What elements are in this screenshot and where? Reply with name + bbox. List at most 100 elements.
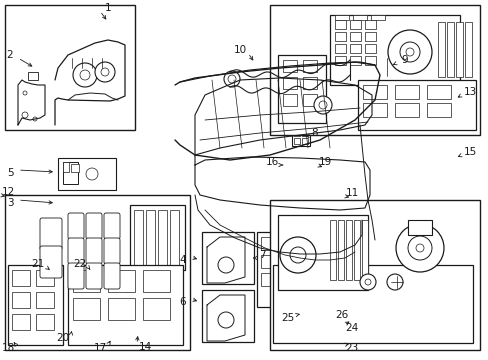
Text: 20: 20 xyxy=(56,333,69,343)
Bar xyxy=(202,232,253,284)
Text: 3: 3 xyxy=(7,198,13,208)
Bar xyxy=(303,60,316,72)
Bar xyxy=(353,220,359,280)
Circle shape xyxy=(227,75,236,83)
Bar xyxy=(63,162,69,172)
Circle shape xyxy=(73,63,97,87)
Bar xyxy=(362,103,386,117)
Bar xyxy=(261,273,281,286)
FancyBboxPatch shape xyxy=(68,263,84,289)
Bar xyxy=(374,58,396,76)
Bar xyxy=(334,44,346,53)
Bar xyxy=(71,164,79,172)
Bar xyxy=(362,85,386,99)
Bar xyxy=(12,292,30,308)
FancyBboxPatch shape xyxy=(104,263,120,289)
Circle shape xyxy=(313,96,331,114)
Text: 6: 6 xyxy=(179,297,186,307)
Bar xyxy=(303,94,316,106)
Bar xyxy=(5,195,190,350)
Text: 8: 8 xyxy=(311,128,318,138)
Text: 4: 4 xyxy=(179,255,186,265)
Bar xyxy=(364,20,375,29)
Text: 17: 17 xyxy=(93,343,106,353)
Bar xyxy=(63,202,78,224)
Bar xyxy=(269,200,479,350)
Bar xyxy=(272,265,472,343)
Bar xyxy=(302,130,307,136)
Bar xyxy=(361,220,367,280)
Bar xyxy=(407,220,431,235)
Bar xyxy=(278,215,367,290)
Bar xyxy=(364,56,375,65)
Bar xyxy=(36,292,54,308)
Text: 22: 22 xyxy=(73,259,86,269)
Circle shape xyxy=(218,257,234,273)
Bar xyxy=(142,298,170,320)
FancyBboxPatch shape xyxy=(68,238,84,264)
Bar xyxy=(303,77,316,89)
Bar xyxy=(257,232,316,307)
Bar xyxy=(364,44,375,53)
Bar xyxy=(286,255,306,268)
Bar xyxy=(170,210,179,265)
Circle shape xyxy=(387,30,431,74)
Text: 11: 11 xyxy=(345,188,358,198)
Circle shape xyxy=(318,101,326,109)
Bar xyxy=(437,22,444,77)
Circle shape xyxy=(415,244,423,252)
Bar xyxy=(36,270,54,286)
Bar xyxy=(202,290,253,342)
Text: 15: 15 xyxy=(463,147,476,157)
Circle shape xyxy=(364,279,370,285)
Bar xyxy=(376,69,384,74)
Bar xyxy=(278,55,325,123)
Bar xyxy=(334,56,346,65)
FancyBboxPatch shape xyxy=(104,238,120,264)
Bar xyxy=(364,32,375,41)
Circle shape xyxy=(101,68,109,76)
Bar xyxy=(283,60,296,72)
Bar xyxy=(12,314,30,330)
Circle shape xyxy=(22,112,28,118)
Text: 23: 23 xyxy=(345,343,358,353)
Text: 25: 25 xyxy=(281,313,294,323)
Text: 14: 14 xyxy=(138,342,151,352)
Circle shape xyxy=(405,48,413,56)
Bar xyxy=(108,270,135,292)
Bar xyxy=(302,138,307,144)
Bar xyxy=(455,22,462,77)
FancyBboxPatch shape xyxy=(86,213,102,239)
Bar xyxy=(146,210,155,265)
Bar xyxy=(329,220,335,280)
Bar xyxy=(36,314,54,330)
Bar xyxy=(5,5,135,130)
Bar xyxy=(352,15,366,20)
Circle shape xyxy=(386,274,402,290)
Bar xyxy=(334,15,348,20)
Bar xyxy=(286,273,306,286)
Bar xyxy=(12,270,30,286)
FancyBboxPatch shape xyxy=(40,246,62,278)
Bar xyxy=(426,103,450,117)
Text: 16: 16 xyxy=(265,157,278,167)
Circle shape xyxy=(33,117,37,121)
Bar xyxy=(71,204,79,212)
Bar xyxy=(108,298,135,320)
Circle shape xyxy=(80,70,90,80)
Bar xyxy=(346,220,351,280)
Text: 12: 12 xyxy=(1,187,15,197)
Bar xyxy=(73,298,100,320)
Bar xyxy=(394,103,418,117)
Circle shape xyxy=(280,237,315,273)
Circle shape xyxy=(395,224,443,272)
Text: 21: 21 xyxy=(31,259,44,269)
FancyBboxPatch shape xyxy=(40,218,62,250)
Bar xyxy=(446,22,453,77)
Circle shape xyxy=(407,236,431,260)
Bar xyxy=(349,56,360,65)
Text: 18: 18 xyxy=(1,343,15,353)
Bar xyxy=(58,158,116,190)
Bar xyxy=(464,22,471,77)
Text: 2: 2 xyxy=(7,50,13,60)
